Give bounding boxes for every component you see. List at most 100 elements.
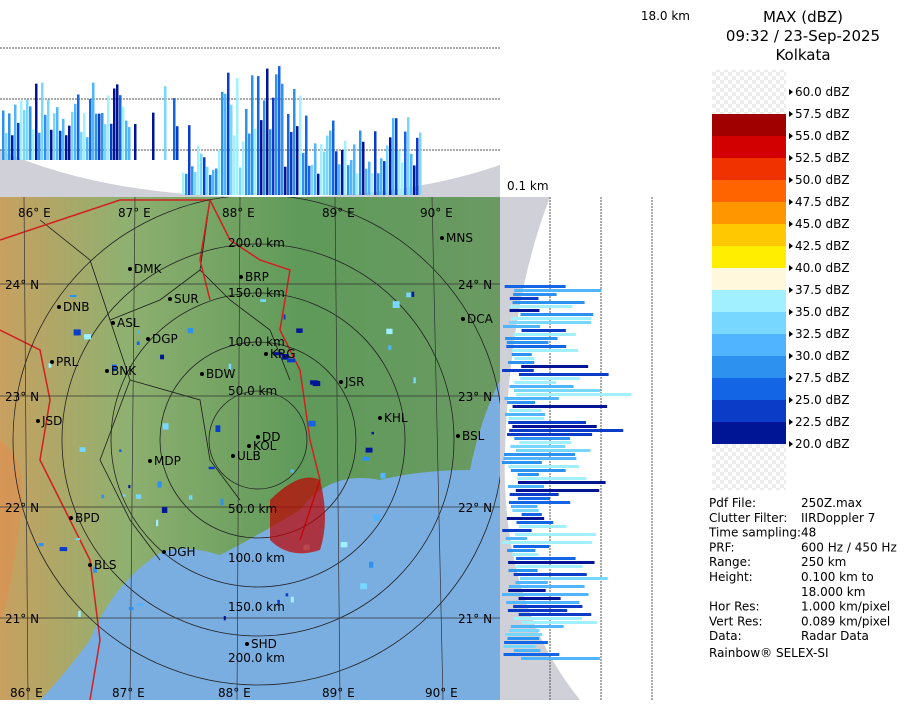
legend-swatch (712, 268, 786, 290)
echo (506, 517, 545, 520)
echo (48, 363, 52, 368)
info-value: 600 Hz / 450 Hz (801, 540, 897, 554)
echo (516, 521, 554, 524)
echo (506, 345, 567, 348)
echo (160, 354, 165, 360)
echo (272, 97, 275, 195)
echo (92, 82, 95, 160)
echo (104, 124, 107, 160)
echo (218, 150, 221, 195)
echo (173, 98, 176, 160)
legend-label: 47.5 dBZ (795, 195, 850, 209)
echo (374, 131, 377, 195)
echo (302, 152, 305, 195)
echo (513, 389, 601, 392)
datetime: 09:32 / 23-Sep-2025 (726, 27, 880, 45)
echo (505, 633, 543, 636)
echo (287, 113, 290, 195)
echo (508, 501, 571, 504)
echo (254, 128, 257, 195)
legend-label: 52.5 dBZ (795, 151, 850, 165)
echo (508, 465, 580, 468)
legend-swatch (712, 422, 786, 444)
city-dot (200, 372, 204, 376)
echo (508, 361, 535, 364)
echo (285, 593, 289, 597)
bottom-height-label: 0.1 km (507, 179, 549, 193)
echo (513, 617, 582, 620)
echo (515, 533, 596, 536)
city-label: KRG (270, 347, 296, 361)
legend-pointer (789, 199, 793, 205)
city-dot (146, 337, 150, 341)
lon-label: 89° E (322, 206, 355, 220)
echo (80, 131, 83, 160)
legend-label: 37.5 dBZ (795, 283, 850, 297)
echo (515, 489, 600, 492)
ring-label: 50.0 km (228, 502, 277, 516)
echo (517, 473, 539, 476)
echo (518, 597, 561, 600)
legend-pointer (789, 155, 793, 161)
info-key: Data: (709, 629, 742, 643)
echo (17, 122, 20, 160)
echo (511, 353, 532, 356)
lat-label: 24° N (5, 278, 39, 292)
echo (44, 114, 47, 160)
echo (128, 606, 134, 610)
echo (519, 441, 572, 444)
echo (503, 457, 577, 460)
city-dot (378, 416, 382, 420)
legend-pointer (789, 133, 793, 139)
range-rings (12, 197, 500, 686)
lon-label: 86° E (18, 206, 51, 220)
echo (101, 494, 105, 499)
legend-swatch (712, 136, 786, 158)
echo (122, 494, 126, 497)
city-dot (105, 369, 109, 373)
ring-label: 150.0 km (228, 286, 285, 300)
legend-pointer (789, 375, 793, 381)
echo (32, 129, 35, 160)
city-label: PRL (56, 355, 79, 369)
echo (514, 289, 602, 292)
echo (5, 133, 8, 160)
echo (520, 313, 594, 316)
lat-label: 23° N (458, 390, 492, 404)
echo (2, 110, 5, 160)
info-key: PRF: (709, 540, 735, 554)
legend-pointer (789, 265, 793, 271)
echo (162, 423, 169, 430)
city-label: SHD (251, 637, 277, 651)
echo (512, 405, 608, 408)
ring-label: 150.0 km (228, 600, 285, 614)
city-label: DNB (63, 300, 89, 314)
echo (521, 365, 589, 368)
legend-label: 57.5 dBZ (795, 107, 850, 121)
legend-pointer (789, 287, 793, 293)
city-label: MNS (446, 231, 473, 245)
echo (504, 285, 566, 288)
legend-label: 25.0 dBZ (795, 393, 850, 407)
echo (510, 469, 566, 472)
echo (277, 599, 280, 606)
echo (310, 380, 318, 385)
city-dot (247, 444, 251, 448)
legend-pointer (789, 221, 793, 227)
echo (410, 153, 413, 195)
echo (311, 164, 314, 195)
echo (284, 166, 287, 195)
echo (510, 505, 538, 508)
top-echoes (2, 66, 422, 196)
map-labels: 86° E 87° E 88° E 89° E 90° E 86° E 87° E 88° E… (5, 206, 494, 700)
city-dot (111, 321, 115, 325)
lon-label: 87° E (112, 686, 145, 700)
echo (110, 123, 113, 160)
echo (290, 469, 294, 473)
echo (517, 481, 606, 484)
echo (509, 493, 559, 496)
echo (506, 341, 549, 344)
echo (230, 104, 233, 195)
echo (8, 113, 11, 160)
echo (164, 86, 167, 160)
